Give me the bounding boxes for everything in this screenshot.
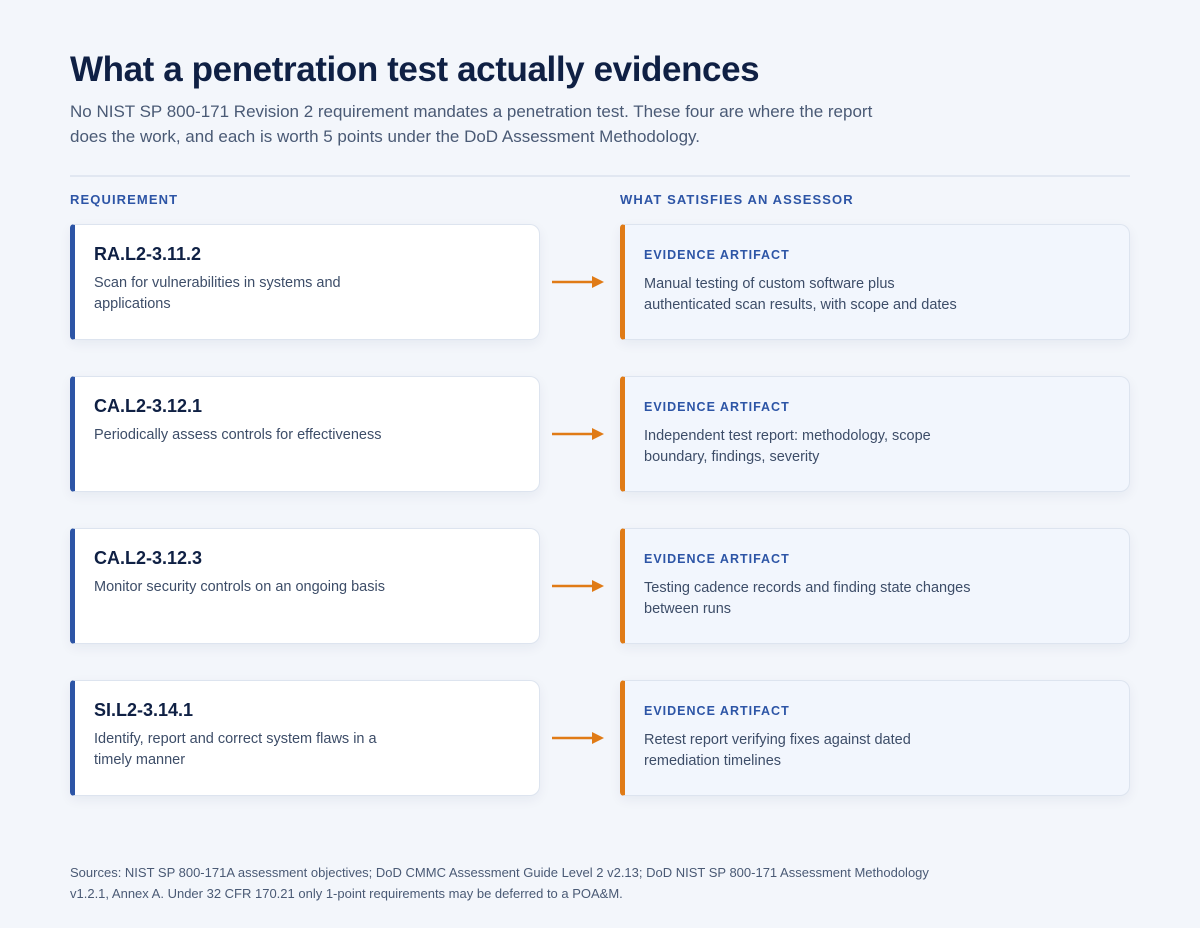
column-header-requirement: REQUIREMENT (70, 192, 179, 207)
arrow-right-icon (552, 732, 604, 744)
page-subtitle: No NIST SP 800-171 Revision 2 requiremen… (70, 102, 873, 146)
requirement-id: CA.L2-3.12.1 (94, 396, 203, 416)
requirement-description: Periodically assess controls for effecti… (94, 427, 382, 443)
evidence-label: EVIDENCE ARTIFACT (644, 400, 790, 414)
arrow-right-icon (552, 428, 604, 440)
evidence-description: Independent test report: methodology, sc… (644, 428, 931, 465)
requirement-card: CA.L2-3.12.1 Periodically assess control… (70, 376, 540, 492)
mapping-row: SI.L2-3.14.1 Identify, report and correc… (70, 680, 1130, 798)
requirement-card: SI.L2-3.14.1 Identify, report and correc… (70, 680, 540, 796)
mapping-row: CA.L2-3.12.3 Monitor security controls o… (70, 528, 1130, 646)
page-title: What a penetration test actually evidenc… (70, 50, 760, 89)
evidence-description: Manual testing of custom software plus a… (644, 276, 957, 313)
requirement-card: RA.L2-3.11.2 Scan for vulnerabilities in… (70, 224, 540, 340)
divider (70, 175, 1130, 177)
requirement-description: Identify, report and correct system flaw… (94, 731, 377, 768)
requirement-description: Monitor security controls on an ongoing … (94, 579, 385, 595)
column-header-evidence: WHAT SATISFIES AN ASSESSOR (620, 192, 854, 207)
requirement-id: RA.L2-3.11.2 (94, 244, 202, 264)
evidence-card: EVIDENCE ARTIFACT Independent test repor… (620, 376, 1130, 492)
evidence-description: Retest report verifying fixes against da… (644, 732, 911, 769)
evidence-label: EVIDENCE ARTIFACT (644, 248, 790, 262)
mapping-row: CA.L2-3.12.1 Periodically assess control… (70, 376, 1130, 494)
requirement-id: SI.L2-3.14.1 (94, 700, 194, 720)
evidence-label: EVIDENCE ARTIFACT (644, 704, 790, 718)
arrow-right-icon (552, 276, 604, 288)
mapping-row: RA.L2-3.11.2 Scan for vulnerabilities in… (70, 224, 1130, 342)
evidence-card: EVIDENCE ARTIFACT Testing cadence record… (620, 528, 1130, 644)
requirement-description: Scan for vulnerabilities in systems and … (94, 275, 341, 312)
evidence-card: EVIDENCE ARTIFACT Manual testing of cust… (620, 224, 1130, 340)
evidence-description: Testing cadence records and finding stat… (644, 580, 971, 617)
arrow-right-icon (552, 580, 604, 592)
sources-footnote: Sources: NIST SP 800-171A assessment obj… (70, 865, 929, 901)
requirement-id: CA.L2-3.12.3 (94, 548, 203, 568)
requirement-card: CA.L2-3.12.3 Monitor security controls o… (70, 528, 540, 644)
evidence-label: EVIDENCE ARTIFACT (644, 552, 790, 566)
evidence-card: EVIDENCE ARTIFACT Retest report verifyin… (620, 680, 1130, 796)
